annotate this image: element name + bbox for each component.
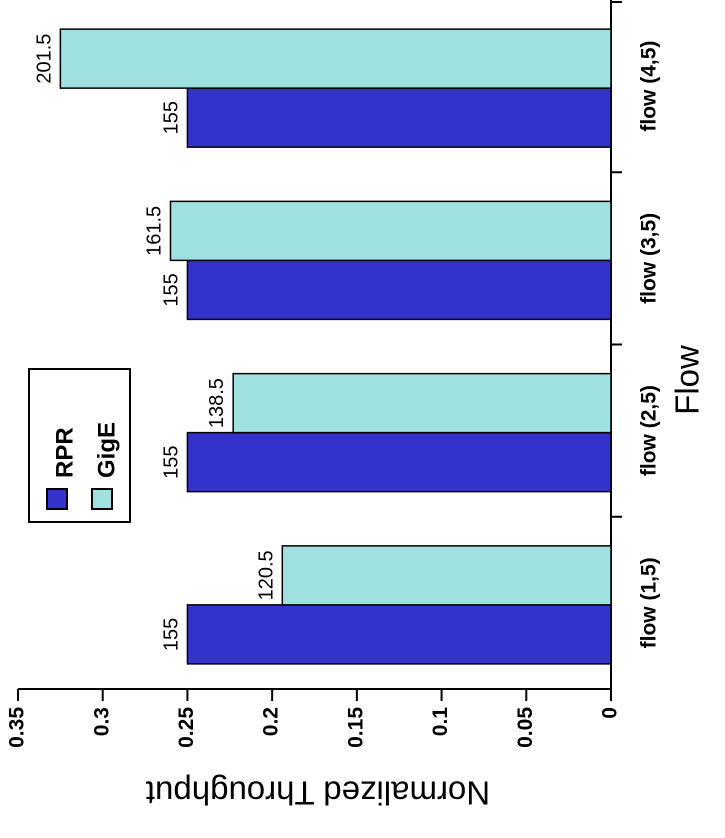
legend-swatch-rpr (46, 488, 68, 510)
bar-rpr (186, 431, 612, 493)
y-tick-label: 0.15 (344, 707, 367, 748)
y-tick-label: 0.1 (429, 707, 452, 737)
bars (59, 28, 612, 665)
bar-rpr (186, 87, 612, 148)
data-label-gige: 201.5 (33, 34, 55, 84)
data-label-rpr: 155 (160, 101, 182, 134)
legend-box (28, 368, 131, 523)
bar-gige (169, 200, 612, 262)
y-tick-label: 0.05 (514, 707, 537, 748)
y-tick-label: 0.35 (6, 707, 29, 748)
x-tick-label: flow (2,5) (638, 385, 661, 476)
data-label-rpr: 155 (160, 445, 182, 478)
x-tick-label: flow (1,5) (638, 557, 661, 648)
y-tick-label: 0.3 (90, 707, 113, 736)
legend-label-rpr: RPR (51, 427, 78, 478)
bar-gige (281, 545, 612, 606)
legend-label-gige: GigE (93, 422, 120, 478)
data-label-gige: 161.5 (143, 206, 165, 256)
data-label-gige: 138.5 (206, 378, 228, 428)
bar-rpr (186, 604, 612, 665)
legend: RPR GigE (28, 368, 131, 523)
x-tick-label: flow (4,5) (638, 41, 661, 132)
y-tick-label: 0.25 (175, 707, 198, 748)
bar-gige (232, 372, 612, 434)
data-label-gige: 120.5 (255, 550, 277, 600)
category-axis-ticks: flow (1,5) flow (2,5) flow (3,5) flow (4,5) (611, 1, 661, 648)
y-axis-title: Normalized Throughput (146, 774, 490, 811)
x-tick-label: flow (3,5) (638, 213, 661, 304)
plot-area: 00.050.10.150.20.250.30.35 flow (1,5)flo… (6, 0, 661, 748)
y-tick-label: 0.2 (260, 707, 283, 736)
bar-rpr (186, 259, 612, 321)
legend-swatch-gige (91, 488, 113, 510)
data-label-rpr: 155 (160, 273, 182, 306)
data-label-rpr: 155 (160, 618, 182, 651)
data-labels: 155 120.5 155 138.5 155 161.5 155 201.5 (33, 34, 277, 651)
bar-gige (59, 28, 612, 89)
y-tick-label: 0 (599, 707, 622, 719)
value-axis-ticks: 0 0.05 0.1 0.15 0.2 0.25 0.3 0.35 (6, 689, 622, 748)
x-axis-title: Flow (669, 345, 706, 415)
